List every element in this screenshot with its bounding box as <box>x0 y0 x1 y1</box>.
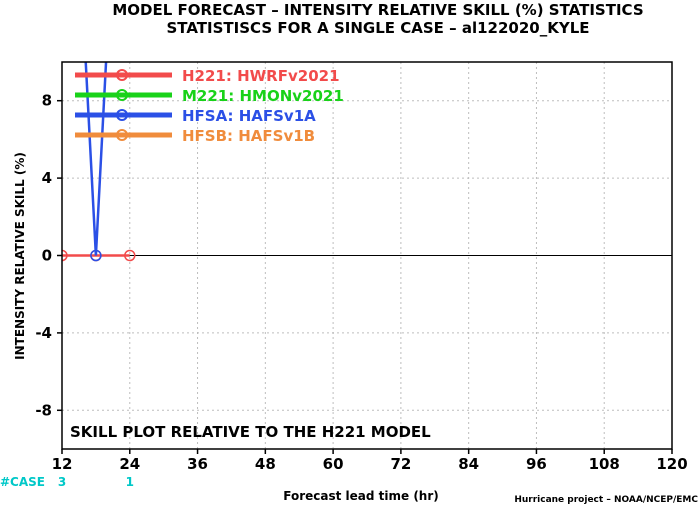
chart-subtitle: STATISTISCS FOR A SINGLE CASE – al122020… <box>166 19 589 37</box>
x-tick-label: 36 <box>187 455 208 473</box>
y-tick-label: -8 <box>35 401 52 419</box>
legend-marker <box>116 69 128 81</box>
x-tick-label: 96 <box>526 455 547 473</box>
y-tick-label: 8 <box>42 92 52 110</box>
grid <box>62 62 672 449</box>
series-marker <box>90 249 102 262</box>
y-tick-label: 4 <box>42 169 52 187</box>
legend-marker <box>116 89 128 101</box>
case-label: #CASE <box>0 475 45 489</box>
x-tick-label: 24 <box>119 455 140 473</box>
legend: H221: HWRFv2021 M221: HMONv2021 HFSA: HAFS… <box>75 67 344 145</box>
legend-label: H221: HWRFv2021 <box>182 67 340 85</box>
y-axis-label: INTENSITY RELATIVE SKILL (%) <box>13 152 27 360</box>
series-marker <box>124 249 136 262</box>
x-tick-label: 108 <box>589 455 620 473</box>
series-line <box>84 62 108 256</box>
legend-label: HFSB: HAFSv1B <box>182 127 315 145</box>
legend-label: M221: HMONv2021 <box>182 87 344 105</box>
chart-title: MODEL FORECAST – INTENSITY RELATIVE SKIL… <box>112 1 643 19</box>
legend-label: HFSA: HAFSv1A <box>182 107 316 125</box>
legend-marker <box>116 129 128 141</box>
x-tick-label: 48 <box>255 455 276 473</box>
x-tick-label: 72 <box>390 455 411 473</box>
case-count: 1 <box>126 475 134 489</box>
credit-text: Hurricane project – NOAA/NCEP/EMC <box>514 495 698 505</box>
series-layer <box>62 62 136 262</box>
skill-note: SKILL PLOT RELATIVE TO THE H221 MODEL <box>70 423 431 441</box>
x-tick-label: 60 <box>323 455 344 473</box>
case-count: 3 <box>58 475 66 489</box>
x-ticks: 12 24 36 48 60 72 84 96 108 120 <box>52 449 688 473</box>
x-tick-label: 84 <box>458 455 479 473</box>
x-axis-label: Forecast lead time (hr) <box>283 489 439 503</box>
x-tick-label: 120 <box>656 455 687 473</box>
y-tick-label: -4 <box>35 324 52 342</box>
series-marker <box>62 249 68 262</box>
legend-marker <box>116 109 128 121</box>
x-tick-label: 12 <box>52 455 73 473</box>
y-tick-label: 0 <box>42 247 52 265</box>
y-ticks: -8 -4 0 4 8 <box>35 92 62 419</box>
